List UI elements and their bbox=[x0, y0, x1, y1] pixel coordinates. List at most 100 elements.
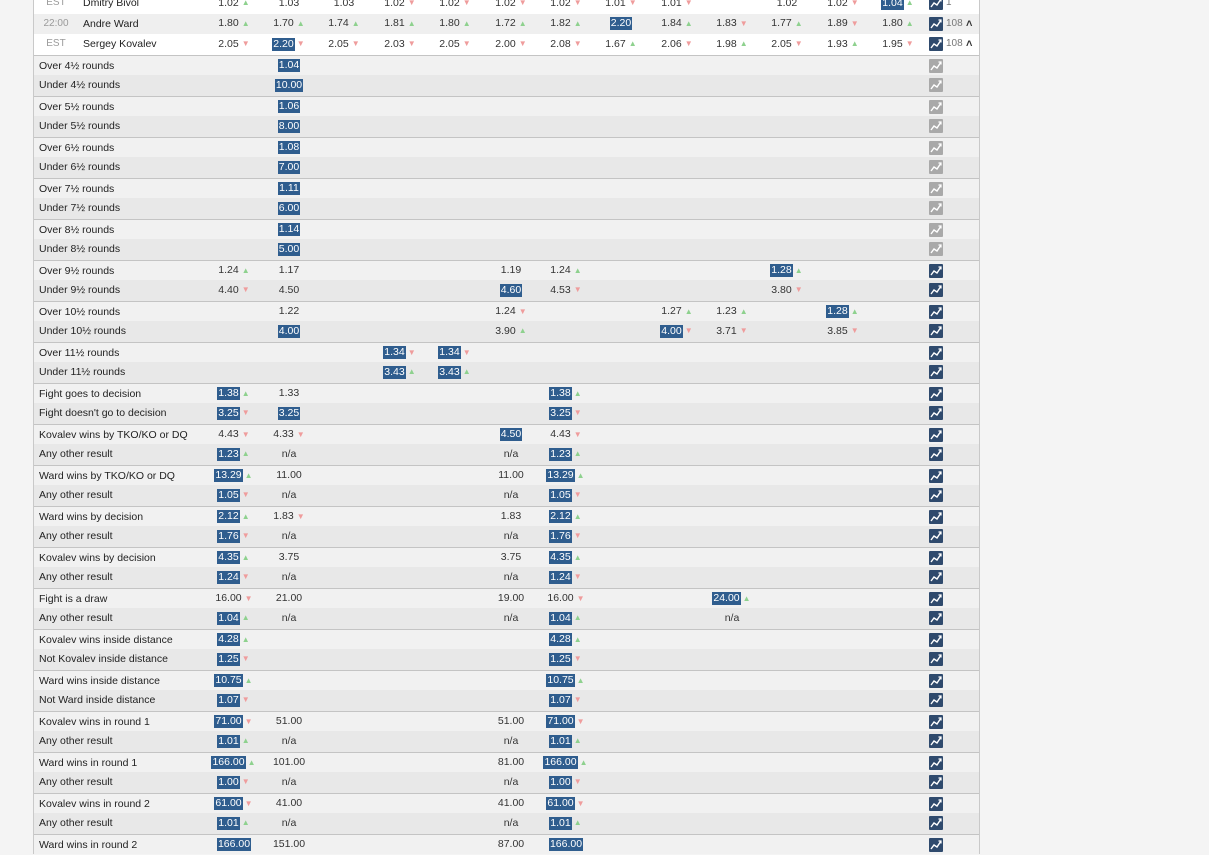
odds-cell[interactable]: 16.00 ▼ bbox=[539, 589, 593, 609]
odds-value[interactable]: 4.50 bbox=[278, 283, 300, 296]
odds-value[interactable]: 1.95 bbox=[882, 37, 903, 50]
odds-value[interactable]: n/a bbox=[281, 570, 297, 583]
line-chart-icon[interactable] bbox=[929, 201, 943, 215]
odds-cell[interactable]: 1.24 ▼ bbox=[539, 567, 593, 587]
odds-value[interactable]: 1.25 bbox=[217, 652, 240, 666]
odds-value[interactable]: 1.77 bbox=[771, 17, 792, 29]
odds-value[interactable]: 2.05 bbox=[328, 37, 349, 50]
line-chart-icon[interactable] bbox=[929, 222, 943, 237]
odds-cell[interactable]: 1.24 ▼ bbox=[207, 567, 261, 587]
odds-value[interactable]: 4.28 bbox=[549, 633, 572, 646]
odds-value[interactable]: 4.33 bbox=[273, 428, 294, 440]
odds-value[interactable]: 4.53 bbox=[550, 283, 571, 296]
odds-value[interactable]: 1.74 bbox=[328, 17, 349, 29]
odds-cell[interactable]: 1.01 ▼ bbox=[594, 0, 648, 13]
odds-value[interactable]: 4.40 bbox=[218, 283, 239, 296]
odds-value[interactable]: 1.04 bbox=[549, 611, 572, 625]
odds-cell[interactable]: 1.04 ▲ bbox=[539, 608, 593, 628]
odds-cell[interactable]: 6.00 bbox=[262, 198, 316, 218]
odds-cell[interactable]: 2.06 ▼ bbox=[650, 34, 704, 54]
odds-value[interactable]: 1.24 bbox=[550, 264, 571, 276]
odds-cell[interactable]: 4.53 ▼ bbox=[539, 280, 593, 300]
odds-value[interactable]: 41.00 bbox=[275, 797, 303, 809]
line-chart-icon[interactable] bbox=[929, 693, 943, 707]
line-chart-icon[interactable] bbox=[929, 345, 943, 360]
odds-value[interactable]: n/a bbox=[503, 447, 519, 460]
odds-cell[interactable]: 1.67 ▲ bbox=[594, 34, 648, 54]
odds-cell[interactable]: 2.20 bbox=[594, 14, 648, 34]
odds-cell[interactable]: 81.00 bbox=[484, 753, 538, 773]
odds-cell[interactable]: 166.00 ▲ bbox=[207, 753, 261, 773]
line-chart-icon[interactable] bbox=[929, 550, 943, 565]
odds-cell[interactable]: 5.00 bbox=[262, 239, 316, 259]
line-chart-icon[interactable] bbox=[929, 324, 943, 338]
odds-cell[interactable]: n/a bbox=[262, 567, 316, 587]
odds-value[interactable]: 1.24 bbox=[217, 570, 240, 584]
odds-value[interactable]: 1.04 bbox=[217, 611, 240, 625]
odds-cell[interactable]: 1.25 ▼ bbox=[539, 649, 593, 669]
odds-value[interactable]: 2.05 bbox=[439, 37, 460, 50]
odds-cell[interactable]: 1.06 bbox=[262, 97, 316, 117]
line-chart-icon[interactable] bbox=[929, 242, 943, 256]
line-chart-icon[interactable] bbox=[929, 591, 943, 606]
odds-value[interactable]: 16.00 bbox=[215, 592, 242, 604]
odds-cell[interactable]: 1.07 ▼ bbox=[539, 690, 593, 710]
odds-value[interactable]: n/a bbox=[503, 775, 519, 788]
odds-cell[interactable]: 1.01 ▲ bbox=[539, 731, 593, 751]
line-chart-icon[interactable] bbox=[929, 78, 943, 92]
line-chart-icon[interactable] bbox=[929, 673, 943, 688]
odds-value[interactable]: 3.25 bbox=[217, 406, 240, 420]
fighter-name[interactable]: Sergey Kovalev bbox=[83, 38, 157, 50]
odds-cell[interactable]: 1.77 ▲ bbox=[760, 14, 814, 34]
odds-value[interactable]: 1.24 bbox=[495, 305, 516, 317]
odds-cell[interactable]: 1.11 bbox=[262, 179, 316, 199]
odds-value[interactable]: 1.03 bbox=[278, 0, 300, 9]
odds-cell[interactable]: n/a bbox=[484, 731, 538, 751]
odds-value[interactable]: 1.05 bbox=[217, 488, 240, 502]
odds-value[interactable]: 1.28 bbox=[770, 264, 793, 277]
odds-cell[interactable]: 1.04 bbox=[262, 56, 316, 76]
odds-value[interactable]: 166.00 bbox=[543, 756, 578, 769]
odds-cell[interactable]: 1.02 bbox=[760, 0, 814, 13]
odds-cell[interactable]: 4.50 bbox=[262, 280, 316, 300]
fighter-row[interactable]: 22:00 Andre Ward 1.80 ▲ 1.70 ▲ 1.74 ▲ 1.81 ▲ 1.80 ▲… bbox=[34, 13, 979, 34]
odds-cell[interactable]: 1.28 ▲ bbox=[816, 302, 870, 322]
line-chart-icon[interactable] bbox=[929, 509, 943, 524]
odds-value[interactable]: 3.43 bbox=[438, 365, 461, 379]
line-chart-icon[interactable] bbox=[929, 406, 943, 420]
fighter-name[interactable]: Dmitry Bivol bbox=[83, 0, 140, 9]
odds-value[interactable]: 10.00 bbox=[274, 78, 304, 92]
odds-cell[interactable]: 71.00 ▼ bbox=[539, 712, 593, 732]
odds-value[interactable]: 1.00 bbox=[549, 775, 572, 789]
odds-cell[interactable]: 1.34 ▼ bbox=[428, 343, 482, 363]
odds-cell[interactable]: 1.22 bbox=[262, 302, 316, 322]
odds-cell[interactable]: n/a bbox=[262, 485, 316, 505]
odds-cell[interactable]: 8.00 bbox=[262, 116, 316, 136]
odds-value[interactable]: 1.28 bbox=[826, 305, 849, 318]
odds-cell[interactable]: 10.00 bbox=[262, 75, 316, 95]
odds-cell[interactable]: 1.14 bbox=[262, 220, 316, 240]
odds-value[interactable]: 166.00 bbox=[211, 756, 246, 769]
odds-cell[interactable]: 4.43 ▼ bbox=[539, 425, 593, 445]
line-chart-icon[interactable] bbox=[929, 140, 943, 155]
odds-cell[interactable]: 2.05 ▼ bbox=[207, 34, 261, 54]
odds-value[interactable]: 2.20 bbox=[272, 37, 295, 51]
odds-cell[interactable]: 4.35 ▲ bbox=[207, 548, 261, 568]
odds-cell[interactable]: 11.00 bbox=[262, 466, 316, 486]
odds-cell[interactable]: n/a bbox=[484, 485, 538, 505]
odds-value[interactable]: 1.02 bbox=[827, 0, 848, 9]
odds-cell[interactable]: 1.80 ▲ bbox=[871, 14, 925, 34]
odds-value[interactable]: 1.24 bbox=[218, 264, 239, 276]
odds-cell[interactable]: 1.01 ▲ bbox=[539, 813, 593, 833]
odds-value[interactable]: 4.35 bbox=[217, 551, 240, 564]
odds-value[interactable]: 3.25 bbox=[549, 406, 572, 420]
odds-cell[interactable]: 1.72 ▲ bbox=[484, 14, 538, 34]
odds-value[interactable]: 3.75 bbox=[500, 551, 522, 563]
odds-value[interactable]: 1.22 bbox=[278, 305, 300, 317]
odds-value[interactable]: 1.80 bbox=[882, 17, 903, 29]
odds-value[interactable]: 1.72 bbox=[495, 17, 516, 29]
odds-value[interactable]: 1.83 bbox=[273, 510, 294, 522]
odds-value[interactable]: 4.43 bbox=[550, 428, 571, 440]
odds-value[interactable]: 1.23 bbox=[217, 447, 240, 461]
line-chart-icon[interactable] bbox=[929, 119, 943, 133]
